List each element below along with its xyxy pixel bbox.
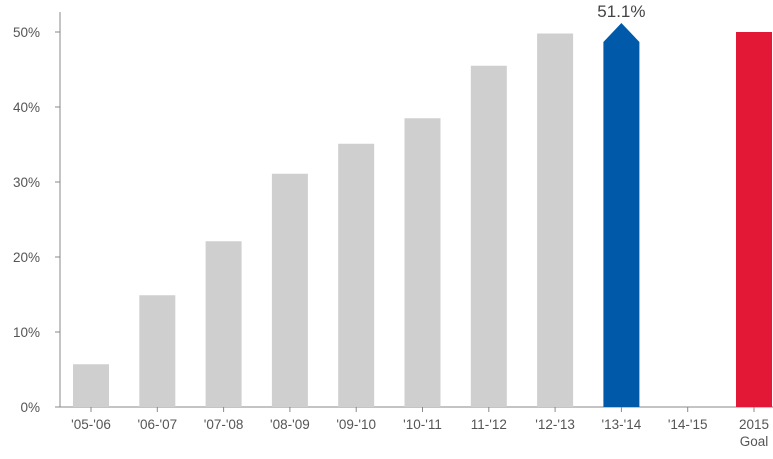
y-tick-label: 40% xyxy=(13,100,40,115)
bar xyxy=(139,295,176,407)
bar xyxy=(537,33,574,407)
x-tick-label: '08-'09 xyxy=(270,417,310,432)
x-tick-sublabel: Goal xyxy=(740,434,769,449)
x-tick-label: '09-'10 xyxy=(336,417,376,432)
highlight-value-label: 51.1% xyxy=(597,2,645,21)
x-axis: '05-'06 '06-'07 '07-'08 '08-'09 '09-'10 '10-'… xyxy=(60,406,773,449)
bars xyxy=(73,23,772,407)
bar xyxy=(470,65,507,407)
bar xyxy=(736,32,772,407)
y-tick-label: 20% xyxy=(13,250,40,265)
data-labels: 51.1% xyxy=(597,2,645,21)
bar xyxy=(73,364,109,407)
y-tick-label: 30% xyxy=(13,175,40,190)
bar-highlight xyxy=(603,23,640,407)
x-tick-label: '10-'11 xyxy=(403,417,442,432)
bar xyxy=(404,118,441,407)
y-tick-label: 0% xyxy=(20,400,40,415)
x-tick-label: '05-'06 xyxy=(71,417,111,432)
x-tick-label: '14-'15 xyxy=(668,417,708,432)
bar xyxy=(271,173,308,407)
y-axis: 0% 10% 20% 30% 40% 50% xyxy=(13,12,61,415)
x-tick-label: '07-'08 xyxy=(204,417,244,432)
x-tick-label: '12-'13 xyxy=(535,417,575,432)
x-tick-label: '13-'14 xyxy=(602,417,642,432)
y-tick-label: 50% xyxy=(13,25,40,40)
bar xyxy=(338,143,375,407)
y-tick-label: 10% xyxy=(13,325,40,340)
x-tick-label: 11-'12 xyxy=(471,417,507,432)
bar xyxy=(205,241,242,407)
x-tick-label: 2015 xyxy=(739,417,769,432)
x-tick-label: '06-'07 xyxy=(137,417,177,432)
